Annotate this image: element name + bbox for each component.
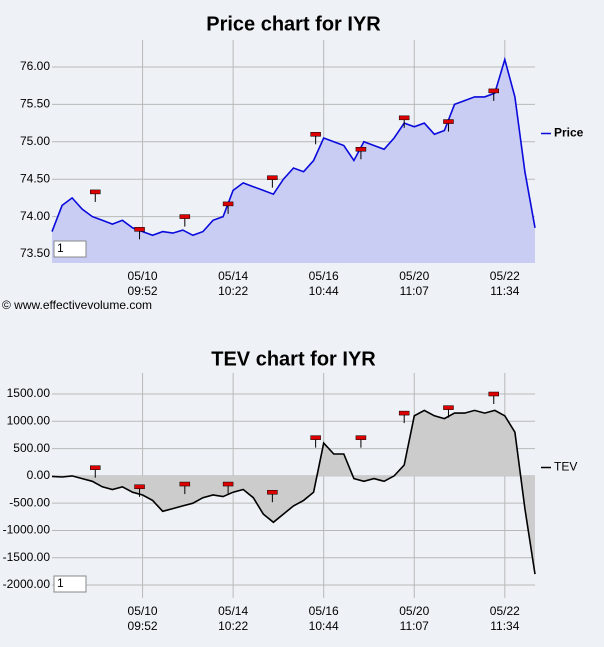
- event-marker: [310, 435, 321, 440]
- y-tick-label: 1500.00: [7, 386, 51, 400]
- event-marker: [179, 214, 191, 219]
- zoom-input[interactable]: [53, 240, 87, 258]
- y-tick-label: 74.00: [20, 209, 50, 223]
- event-marker: [267, 175, 278, 180]
- event-marker: [443, 119, 454, 124]
- y-tick-label: 75.00: [20, 134, 50, 148]
- x-tick-label: 05/20 11:07: [399, 604, 429, 633]
- event-marker: [443, 405, 454, 410]
- y-tick-label: -1000.00: [3, 523, 51, 537]
- event-marker: [355, 147, 367, 152]
- x-tick-label: 05/10 09:52: [128, 604, 158, 633]
- event-marker: [398, 410, 410, 416]
- y-tick-label: 74.50: [20, 171, 50, 185]
- area-fill: [52, 410, 535, 575]
- x-tick-label: 05/14 10:22: [218, 269, 248, 298]
- watermark: © www.effectivevolume.com: [2, 298, 152, 312]
- x-tick-label: 05/16 10:44: [309, 269, 339, 298]
- x-tick-label: 05/10 09:52: [128, 269, 158, 298]
- y-tick-label: 75.50: [20, 97, 50, 111]
- event-marker: [398, 115, 410, 121]
- zoom-input-value: 1: [57, 241, 64, 255]
- event-marker: [179, 481, 191, 487]
- y-tick-label: 1000.00: [7, 413, 51, 427]
- y-tick-label: -1500.00: [3, 550, 51, 564]
- series-line: [51, 409, 536, 575]
- event-marker: [310, 132, 321, 137]
- area-fill: [52, 59, 535, 263]
- x-tick-label: 05/20 11:07: [399, 269, 429, 298]
- x-tick-label: 05/22 11:34: [490, 604, 520, 633]
- event-marker: [134, 227, 145, 232]
- event-marker: [222, 201, 234, 207]
- x-tick-label: 05/14 10:22: [218, 604, 248, 633]
- x-tick-label: 05/16 10:44: [309, 604, 339, 633]
- legend-label: Price: [554, 126, 584, 140]
- y-tick-label: 76.00: [20, 59, 50, 73]
- zoom-input-value: 1: [57, 576, 64, 590]
- y-tick-label: 500.00: [13, 441, 50, 455]
- y-tick-label: 0.00: [27, 468, 51, 482]
- event-marker: [488, 88, 499, 94]
- event-marker: [267, 489, 278, 495]
- y-tick-label: 73.50: [20, 246, 50, 260]
- zoom-input[interactable]: [53, 575, 87, 593]
- x-tick-label: 05/22 11:34: [490, 269, 520, 298]
- series-line: [51, 56, 536, 237]
- event-marker: [90, 189, 101, 195]
- y-tick-label: -2000.00: [3, 577, 51, 591]
- legend-label: TEV: [554, 460, 577, 474]
- chart-title: TEV chart for IYR: [211, 348, 376, 370]
- chart-title: Price chart for IYR: [206, 13, 381, 35]
- event-marker: [134, 484, 145, 490]
- event-marker: [222, 481, 234, 487]
- event-marker: [90, 465, 101, 470]
- event-marker: [488, 391, 499, 397]
- event-marker: [355, 435, 367, 440]
- y-tick-label: -500.00: [9, 495, 50, 509]
